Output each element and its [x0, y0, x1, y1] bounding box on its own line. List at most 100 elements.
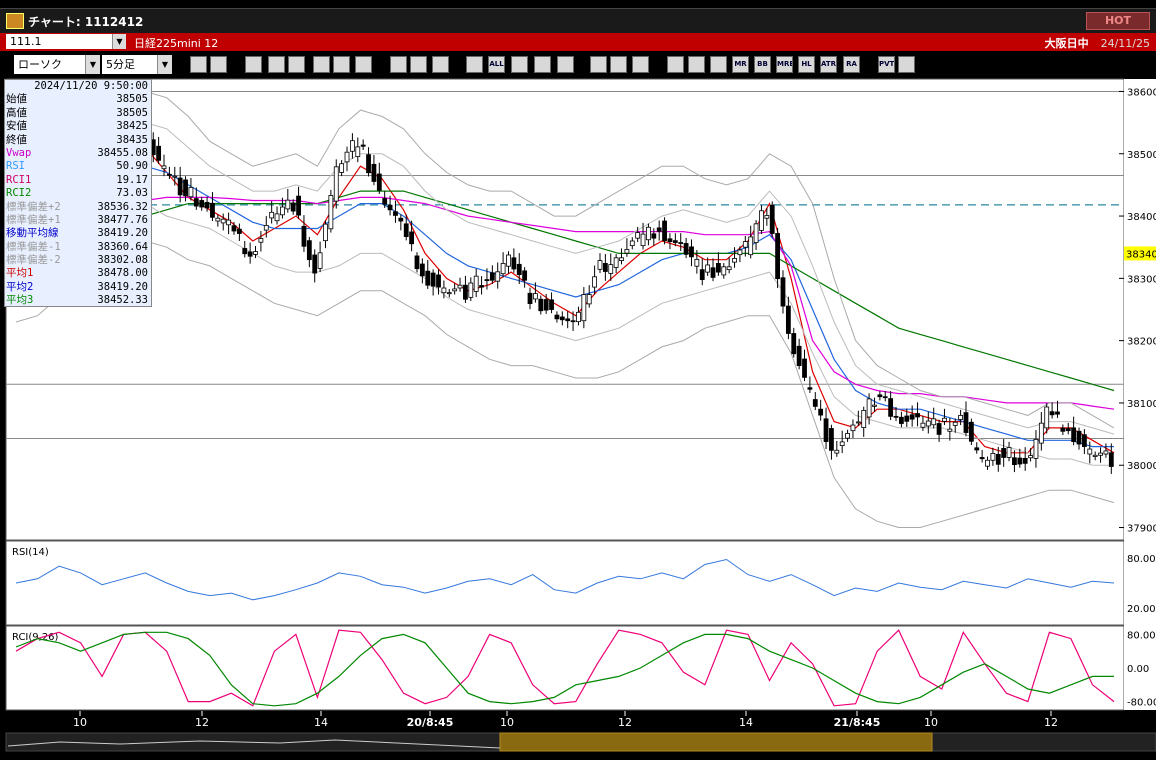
info-value: 19.17 — [116, 173, 148, 186]
candle-body — [376, 173, 382, 191]
info-row-2: 安値 38425 — [5, 120, 151, 133]
candle-body — [624, 248, 630, 254]
symbol-select[interactable]: 111.1 ▼ — [6, 34, 126, 49]
current-price-marker — [1124, 246, 1156, 261]
current-price-label: 38340 — [1126, 249, 1156, 260]
chevron-down-icon[interactable]: ▼ — [85, 55, 100, 74]
candle-body — [398, 217, 404, 222]
candle-body — [183, 179, 188, 197]
toolbar-button-23[interactable]: BB — [754, 56, 771, 73]
candle-body — [586, 294, 592, 305]
candle-body — [715, 262, 721, 273]
candle-body — [909, 414, 915, 420]
rsi-title: RSI(14) — [12, 547, 49, 558]
candle-body — [812, 399, 818, 407]
rci-tick-label: 80.00 — [1127, 630, 1156, 641]
toolbar-button-20[interactable] — [688, 56, 705, 73]
candle-body — [678, 242, 684, 244]
toolbar-button-19[interactable] — [667, 56, 684, 73]
candle-body — [549, 299, 554, 310]
toolbar-button-6[interactable] — [333, 56, 350, 73]
toolbar-button-15[interactable] — [557, 56, 574, 73]
toolbar-button-26[interactable]: ATR — [820, 56, 837, 73]
candle-body — [543, 299, 549, 311]
candle-body — [339, 163, 345, 173]
price-tick-label: 38000 — [1127, 461, 1156, 472]
symbol-bar: 111.1 ▼ 日経225mini 12 大阪日中 24/11/25 — [0, 33, 1156, 51]
x-tick-label: 10 — [73, 716, 87, 729]
candle-body — [968, 421, 974, 442]
window-title: チャート: 1112412 — [28, 15, 144, 29]
series-line-標準偏差-1 — [15, 203, 1114, 466]
toolbar-button-10[interactable] — [432, 56, 449, 73]
candle-body — [296, 195, 301, 216]
chevron-down-icon[interactable]: ▼ — [157, 55, 172, 74]
toolbar-button-0[interactable] — [190, 56, 207, 73]
toolbar-button-4[interactable] — [288, 56, 305, 73]
toolbar-button-25[interactable]: HL — [798, 56, 815, 73]
toolbar-button-21[interactable] — [710, 56, 727, 73]
toolbar-button-13[interactable] — [511, 56, 528, 73]
candle-body — [1060, 427, 1066, 432]
toolbar-button-16[interactable] — [590, 56, 607, 73]
toolbar-button-12[interactable]: ALL — [488, 56, 505, 73]
x-axis-area — [6, 711, 1156, 733]
rci-tick-label: 0.00 — [1127, 664, 1149, 675]
toolbar-button-17[interactable] — [610, 56, 627, 73]
timeframe-select[interactable]: 5分足 ▼ — [102, 55, 172, 74]
candle-body — [301, 225, 307, 247]
toolbar-button-27[interactable]: RA — [843, 56, 860, 73]
series-line-平均3 — [15, 190, 1115, 392]
toolbar-button-14[interactable] — [534, 56, 551, 73]
bottom-strip — [0, 752, 1156, 760]
candle-body — [1065, 428, 1071, 432]
candle-body — [473, 275, 479, 292]
candle-body — [748, 236, 754, 256]
info-value: 38536.32 — [97, 200, 148, 213]
toolbar-button-8[interactable] — [390, 56, 407, 73]
info-row-5: RSI 50.90 — [5, 160, 151, 173]
candle-body — [898, 416, 904, 424]
candle-body — [226, 219, 232, 226]
rci-panel — [5, 625, 1125, 711]
toolbar-button-2[interactable] — [245, 56, 262, 73]
candle-body — [247, 251, 253, 257]
toolbar-button-7[interactable] — [355, 56, 372, 73]
chevron-down-icon[interactable]: ▼ — [112, 34, 126, 49]
candle-body — [952, 421, 958, 426]
toolbar-button-9[interactable] — [410, 56, 427, 73]
series-line-標準偏差+2 — [15, 84, 1115, 429]
toolbar-button-5[interactable] — [313, 56, 330, 73]
candle-body — [387, 204, 393, 211]
candle-body — [1103, 450, 1109, 455]
candle-body — [323, 223, 328, 242]
info-row-13: 平均1 38478.00 — [5, 267, 151, 280]
info-row-10: 移動平均線 38419.20 — [5, 227, 151, 240]
info-row-11: 標準偏差-1 38360.64 — [5, 241, 151, 254]
candle-body — [920, 422, 926, 428]
candle-body — [742, 241, 748, 248]
toolbar-button-28[interactable]: PVT — [878, 56, 895, 73]
toolbar-button-11[interactable] — [466, 56, 483, 73]
candle-body — [855, 421, 861, 424]
candle-body — [425, 270, 431, 286]
info-label: 平均1 — [6, 267, 34, 280]
candle-body — [269, 211, 275, 219]
candle-body — [1049, 411, 1055, 416]
candle-body — [274, 213, 280, 222]
toolbar-button-1[interactable] — [210, 56, 227, 73]
hot-button[interactable]: HOT — [1086, 12, 1150, 30]
toolbar-button-24[interactable]: MRE — [776, 56, 793, 73]
toolbar-button-18[interactable] — [632, 56, 649, 73]
info-value: 38419.20 — [97, 280, 148, 293]
candle-body — [823, 418, 829, 442]
info-label: 標準偏差-1 — [6, 240, 61, 253]
chart-toolbar: ローソク ▼ 5分足 ▼ ALL MR BB MRE HL ATR RA PVT — [0, 52, 1156, 78]
price-tick-label: 38600 — [1127, 87, 1156, 98]
candle-body — [759, 210, 764, 231]
toolbar-button-3[interactable] — [268, 56, 285, 73]
toolbar-button-22[interactable]: MR — [732, 56, 749, 73]
toolbar-button-29[interactable] — [898, 56, 915, 73]
chart-type-select[interactable]: ローソク ▼ — [14, 55, 100, 74]
